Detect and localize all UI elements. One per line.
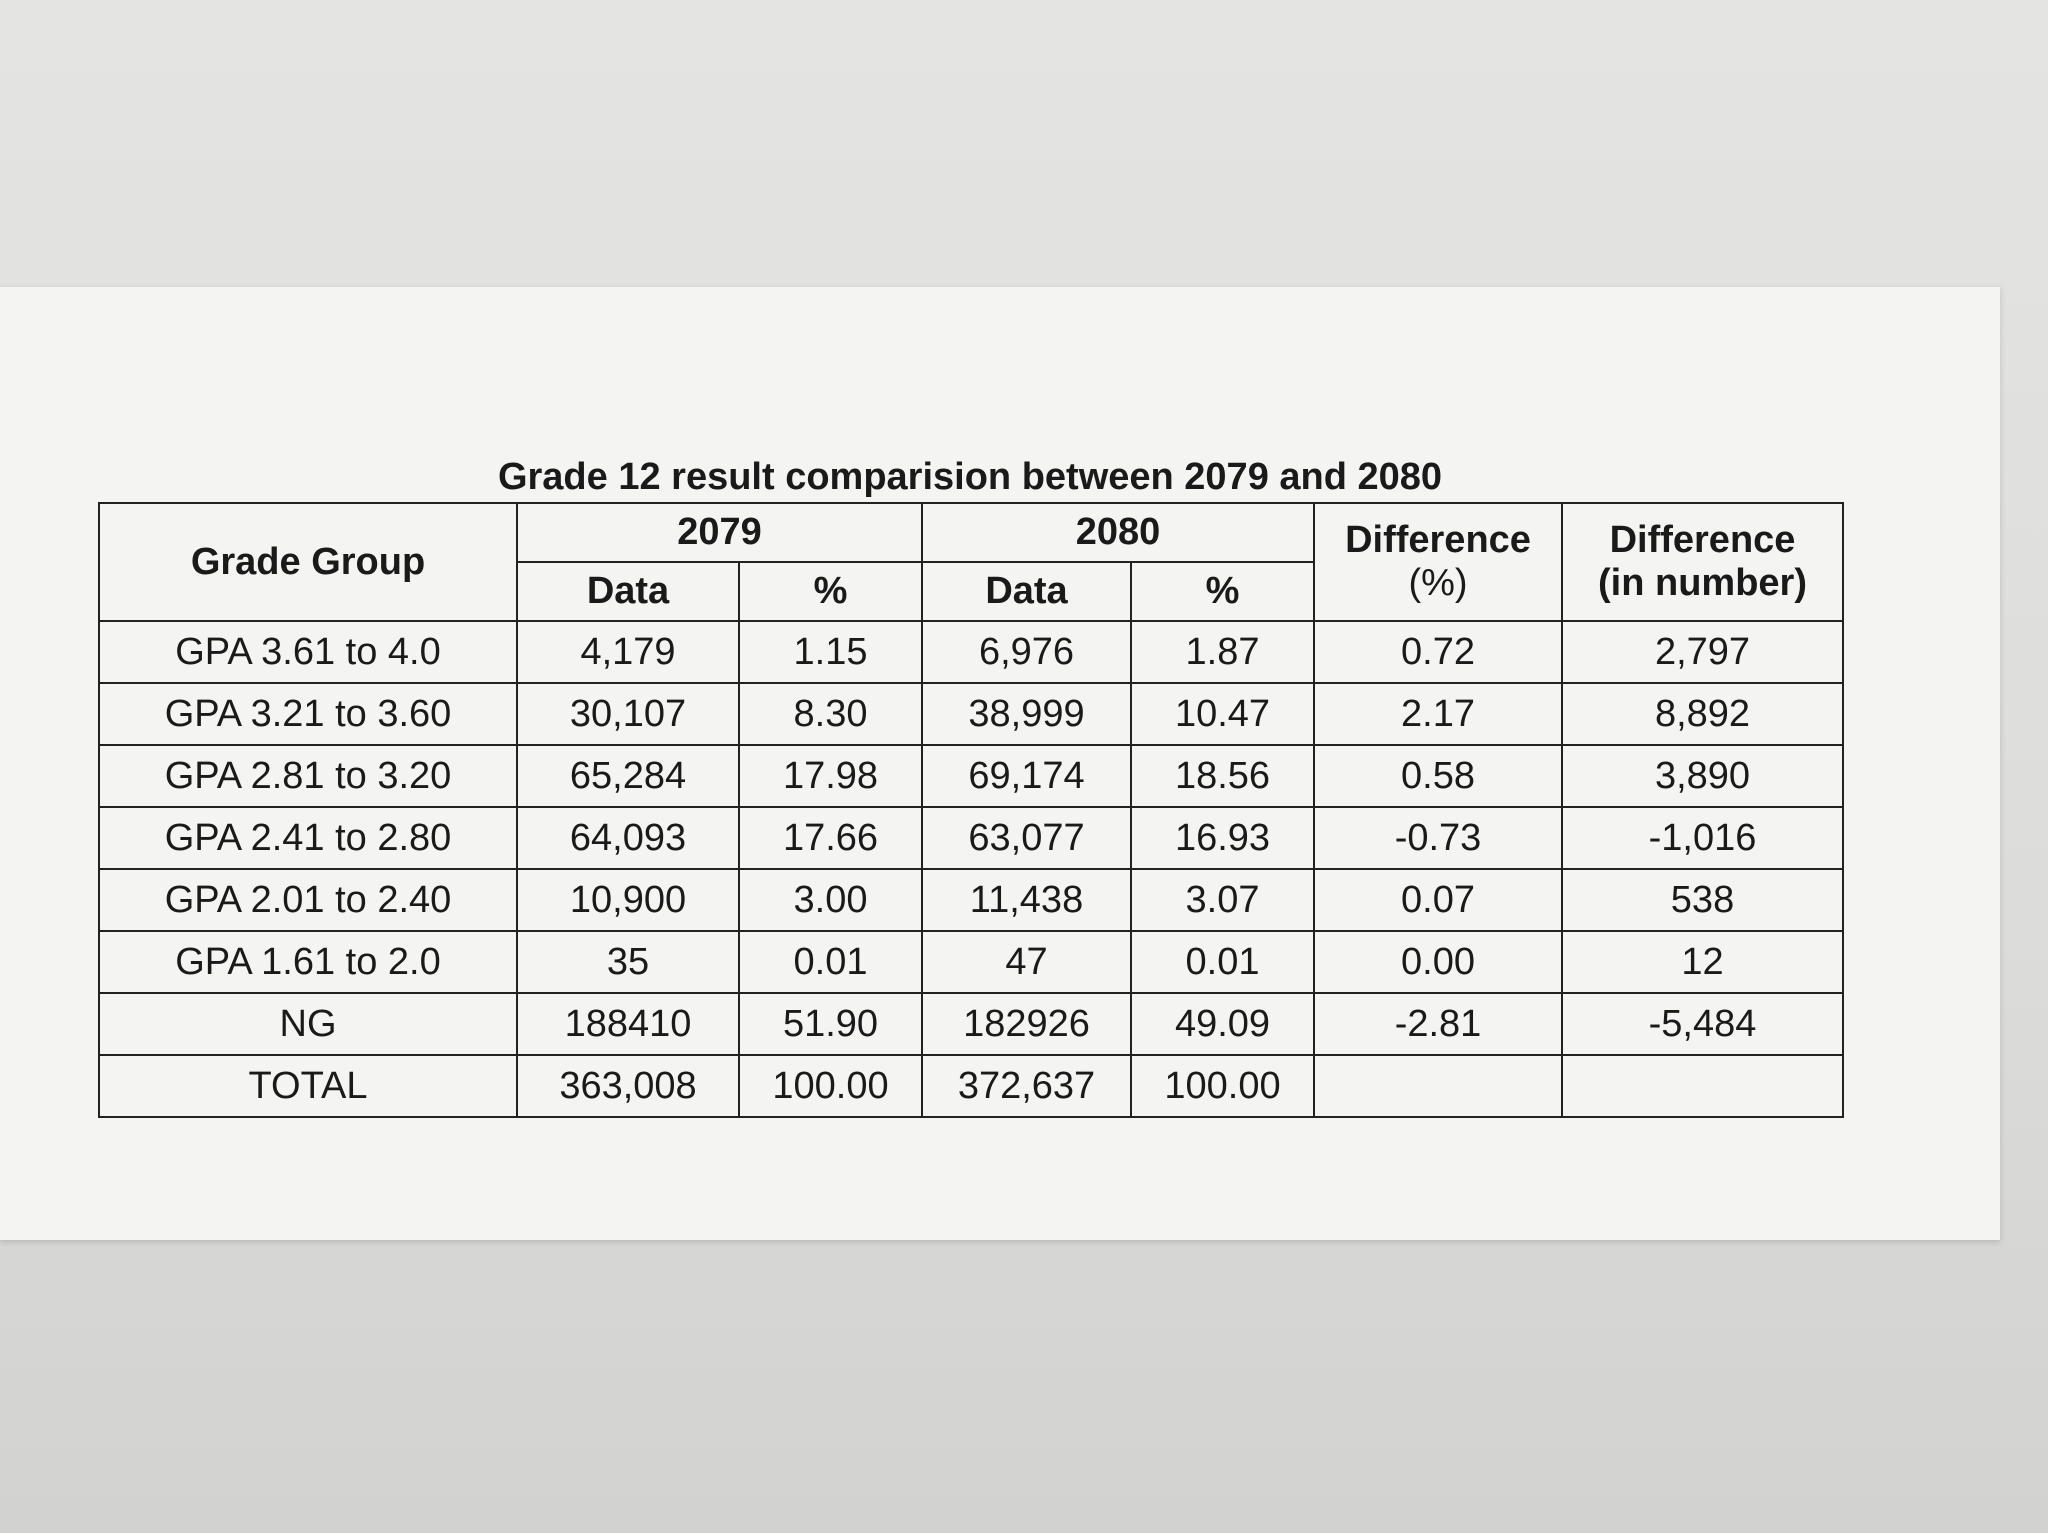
cell: 182926 (921, 992, 1132, 1056)
cell: 8.30 (738, 682, 923, 746)
header-cell: Difference (in number) (1561, 502, 1844, 622)
row-label: GPA 3.61 to 4.0 (98, 620, 518, 684)
table-row: GPA 2.41 to 2.80 64,093 17.66 63,077 16.93 -0… (98, 806, 1844, 870)
cell: 65,284 (516, 744, 740, 808)
cell: 0.72 (1313, 620, 1563, 684)
cell: 188410 (516, 992, 740, 1056)
cell: 0.07 (1313, 868, 1563, 932)
row-label: GPA 2.81 to 3.20 (98, 744, 518, 808)
row-label: GPA 2.01 to 2.40 (98, 868, 518, 932)
cell: 30,107 (516, 682, 740, 746)
table-row: GPA 3.61 to 4.0 4,179 1.15 6,976 1.87 0.72 2,7… (98, 620, 1844, 684)
cell: 51.90 (738, 992, 923, 1056)
cell: 4,179 (516, 620, 740, 684)
table-row: GPA 2.81 to 3.20 65,284 17.98 69,174 18.56 0.… (98, 744, 1844, 808)
row-label: GPA 3.21 to 3.60 (98, 682, 518, 746)
cell: 11,438 (921, 868, 1132, 932)
cell: 10,900 (516, 868, 740, 932)
cell: 538 (1561, 868, 1844, 932)
table-row: TOTAL 363,008 100.00 372,637 100.00 (98, 1054, 1844, 1118)
cell: 3.07 (1130, 868, 1315, 932)
header-line: (%) (1408, 562, 1468, 604)
row-label: TOTAL (98, 1054, 518, 1118)
table-row: GPA 3.21 to 3.60 30,107 8.30 38,999 10.47 2.1… (98, 682, 1844, 746)
cell: 17.66 (738, 806, 923, 870)
header-line: Difference (1345, 519, 1531, 561)
table-row: GPA 2.01 to 2.40 10,900 3.00 11,438 3.07 0.07… (98, 868, 1844, 932)
cell: 17.98 (738, 744, 923, 808)
cell: 12 (1561, 930, 1844, 994)
header-cell: Data (921, 561, 1132, 622)
cell: 100.00 (738, 1054, 923, 1118)
row-label: NG (98, 992, 518, 1056)
cell (1561, 1054, 1844, 1118)
cell: 49.09 (1130, 992, 1315, 1056)
cell: 69,174 (921, 744, 1132, 808)
header-cell: 2079 (516, 502, 923, 563)
header-cell: Grade Group (98, 502, 518, 622)
cell: 0.01 (738, 930, 923, 994)
header-line: (in number) (1598, 562, 1807, 604)
cell: 18.56 (1130, 744, 1315, 808)
header-cell: 2080 (921, 502, 1315, 563)
cell: 100.00 (1130, 1054, 1315, 1118)
cell: -2.81 (1313, 992, 1563, 1056)
cell: 3.00 (738, 868, 923, 932)
cell: 3,890 (1561, 744, 1844, 808)
header-cell: % (738, 561, 923, 622)
cell: -5,484 (1561, 992, 1844, 1056)
table-row: GPA 1.61 to 2.0 35 0.01 47 0.01 0.00 12 (98, 930, 1844, 994)
cell: 2,797 (1561, 620, 1844, 684)
table-title: Grade 12 result comparision between 2079… (497, 456, 1443, 498)
table-row: NG 188410 51.90 182926 49.09 -2.81 -5,484 (98, 992, 1844, 1056)
cell: -0.73 (1313, 806, 1563, 870)
cell: 47 (921, 930, 1132, 994)
cell: 35 (516, 930, 740, 994)
header-row: Grade Group 2079 2080 Difference (%) Dif… (98, 502, 1844, 622)
results-table: Grade Group 2079 2080 Difference (%) Dif… (98, 502, 1844, 1118)
cell: 6,976 (921, 620, 1132, 684)
header-cell: % (1130, 561, 1315, 622)
cell: 2.17 (1313, 682, 1563, 746)
row-label: GPA 1.61 to 2.0 (98, 930, 518, 994)
cell: 0.58 (1313, 744, 1563, 808)
cell: 10.47 (1130, 682, 1315, 746)
cell: 372,637 (921, 1054, 1132, 1118)
cell: 363,008 (516, 1054, 740, 1118)
header-line: Difference (1609, 519, 1796, 561)
cell: 8,892 (1561, 682, 1844, 746)
cell: 63,077 (921, 806, 1132, 870)
cell: 0.01 (1130, 930, 1315, 994)
cell: 1.87 (1130, 620, 1315, 684)
header-row: Data % Data % (99, 561, 1843, 622)
cell: 1.15 (738, 620, 923, 684)
table-head: Grade Group 2079 2080 Difference (%) Dif… (98, 502, 1844, 622)
cell: 38,999 (921, 682, 1132, 746)
header-cell: Data (516, 561, 740, 622)
cell: 16.93 (1130, 806, 1315, 870)
cell: 64,093 (516, 806, 740, 870)
table-body: GPA 3.61 to 4.0 4,179 1.15 6,976 1.87 0.72 2,7… (98, 620, 1844, 1118)
cell: 0.00 (1313, 930, 1563, 994)
cell: -1,016 (1561, 806, 1844, 870)
header-cell: Difference (%) (1313, 502, 1563, 622)
cell (1313, 1054, 1563, 1118)
row-label: GPA 2.41 to 2.80 (98, 806, 518, 870)
